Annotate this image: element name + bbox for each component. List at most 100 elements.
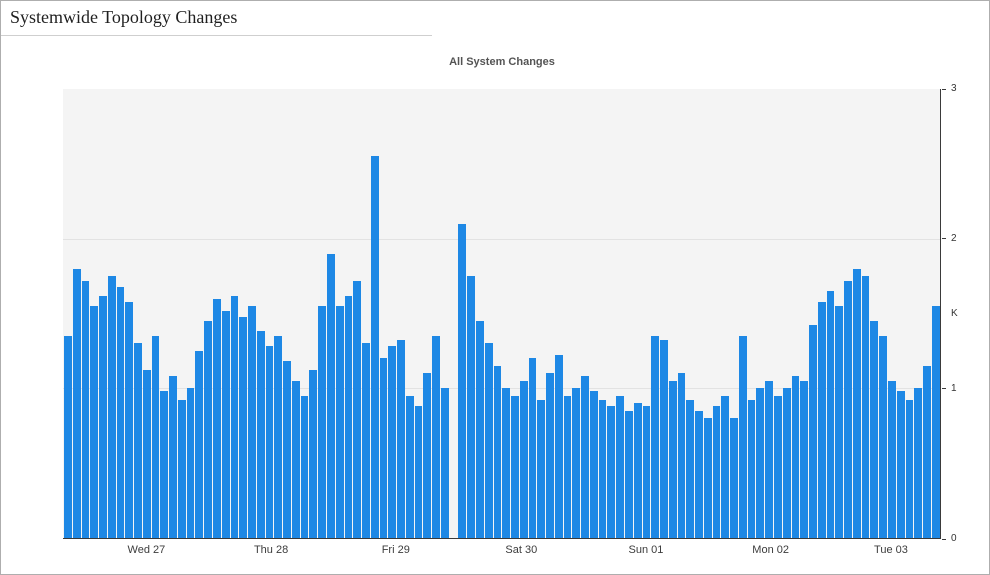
bar xyxy=(90,306,99,538)
bar xyxy=(835,306,844,538)
bar xyxy=(633,403,642,538)
bar xyxy=(335,306,344,538)
bar xyxy=(800,380,809,538)
bar xyxy=(721,395,730,538)
bar xyxy=(283,361,291,538)
bar xyxy=(151,335,160,538)
y-tick-label: 0 xyxy=(951,533,957,544)
bar xyxy=(475,320,484,538)
bar xyxy=(844,280,852,538)
bar xyxy=(607,406,616,538)
bar xyxy=(581,376,589,538)
bar xyxy=(738,335,747,538)
x-axis: Wed 27 Thu 28 Fri 29 Sat 30 Sun 01 Mon 02 Tue … xyxy=(63,544,941,562)
bar xyxy=(326,253,335,538)
bar xyxy=(300,395,309,538)
bar xyxy=(519,380,528,538)
bar xyxy=(730,418,738,538)
bar xyxy=(432,335,440,538)
bar xyxy=(493,365,502,538)
bar xyxy=(887,380,896,538)
y-axis: 0 1 2 3 K xyxy=(942,83,988,544)
bar xyxy=(230,295,239,538)
bar xyxy=(712,406,721,538)
bar xyxy=(528,358,537,538)
bar xyxy=(826,291,835,538)
bar xyxy=(134,343,142,538)
bar xyxy=(484,343,493,538)
y-tick-label: 1 xyxy=(951,382,957,394)
bar xyxy=(686,400,695,538)
bar xyxy=(563,395,572,538)
bar xyxy=(554,355,563,538)
page-title: Systemwide Topology Changes xyxy=(1,2,432,36)
x-tick-label: Sun 01 xyxy=(628,544,664,556)
bar xyxy=(397,340,405,538)
bar xyxy=(642,406,651,538)
gridline xyxy=(63,238,940,240)
bar xyxy=(677,373,686,538)
bar xyxy=(817,301,826,538)
bar xyxy=(896,391,905,538)
bar xyxy=(598,400,607,538)
y-tick-label: 2 xyxy=(951,232,957,244)
bar xyxy=(107,276,116,538)
bar xyxy=(177,400,186,538)
bar xyxy=(414,406,423,538)
bar xyxy=(791,376,800,538)
bar xyxy=(239,316,248,538)
plot-area xyxy=(63,89,941,539)
x-tick-label: Fri 29 xyxy=(381,544,410,556)
bar xyxy=(142,370,151,538)
bar xyxy=(440,388,449,538)
bar xyxy=(370,156,379,538)
bar xyxy=(353,280,362,538)
bar xyxy=(782,388,791,538)
bar xyxy=(291,380,300,538)
bar xyxy=(589,391,598,538)
bar xyxy=(72,268,81,538)
x-tick-label: Tue 03 xyxy=(874,544,908,556)
bar xyxy=(379,358,388,538)
bar xyxy=(765,380,774,538)
y-tick-mark xyxy=(942,238,946,240)
bar xyxy=(256,331,265,538)
bar xyxy=(502,388,511,538)
bar xyxy=(64,335,72,538)
bar xyxy=(221,310,230,538)
bar xyxy=(914,388,923,538)
chart-title: All System Changes xyxy=(449,56,555,68)
bar xyxy=(809,325,817,538)
bar xyxy=(458,223,467,538)
bar xyxy=(660,340,668,538)
x-tick-label: Sat 30 xyxy=(505,544,538,556)
y-tick-label: 3 xyxy=(951,83,957,94)
bar xyxy=(318,306,326,538)
bar xyxy=(186,388,195,538)
bar xyxy=(852,268,861,538)
bar xyxy=(388,346,397,538)
bar xyxy=(572,388,581,538)
bar xyxy=(81,280,90,538)
bar xyxy=(467,276,475,538)
bar xyxy=(695,410,703,538)
bar xyxy=(423,373,432,538)
y-tick-mark xyxy=(942,538,946,540)
bar xyxy=(756,388,765,538)
bars xyxy=(63,89,940,538)
bar xyxy=(344,295,353,538)
bar xyxy=(362,343,370,538)
bar xyxy=(195,350,204,538)
y-tick-mark xyxy=(942,88,946,90)
bar xyxy=(160,391,169,538)
bar xyxy=(747,400,756,538)
bar xyxy=(651,335,660,538)
bar xyxy=(625,410,633,538)
bar xyxy=(265,346,274,538)
bar xyxy=(169,376,177,538)
y-tick-mark xyxy=(942,388,946,390)
bar xyxy=(511,395,519,538)
bar xyxy=(923,365,931,538)
bar xyxy=(703,418,712,538)
